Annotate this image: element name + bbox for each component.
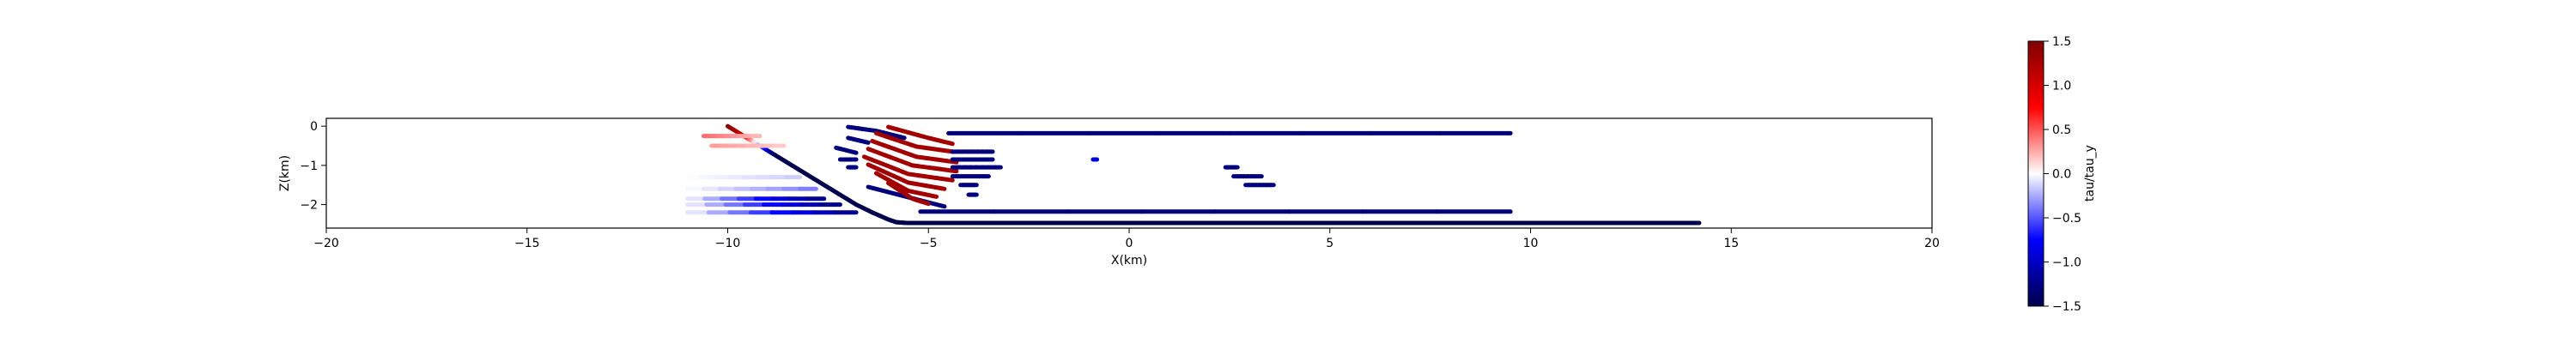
fault-segment-20 [873, 171, 939, 199]
fault-segment-17 [866, 147, 959, 174]
x-tick-label: −10 [715, 237, 741, 250]
fault-segment-19 [866, 162, 947, 191]
fault-point [938, 185, 947, 191]
x-tick-label: 10 [1523, 237, 1539, 250]
x-tick-label: 5 [1326, 237, 1334, 250]
x-tick-label: −5 [920, 237, 938, 250]
fault-point [933, 202, 947, 209]
x-axis-label: X(km) [1111, 254, 1147, 268]
colorbar-tick-label: 1.5 [2052, 35, 2071, 49]
fault-point [949, 168, 959, 174]
data-marks [685, 123, 1702, 226]
fault-segment-21 [886, 180, 931, 207]
fault-segment-10 [834, 145, 859, 155]
fault-segment-15 [873, 130, 955, 154]
fault-point [931, 194, 939, 199]
colorbar-tick-label: 0.0 [2052, 168, 2071, 182]
fault-point [863, 140, 871, 145]
x-axis-ticks: −20 −15 −10 −5 0 5 10 15 20 [313, 228, 1940, 250]
x-tick-label: −15 [514, 237, 540, 250]
y-axis-label: Z(km) [278, 155, 292, 191]
x-tick-label: 15 [1723, 237, 1739, 250]
y-tick-label: 0 [310, 120, 318, 134]
colorbar-tick-label: −1.0 [2052, 256, 2081, 270]
fault-point [898, 135, 907, 141]
y-tick-label: −2 [300, 199, 318, 213]
fault-point [924, 201, 931, 207]
y-axis-ticks: 0 −1 −2 [300, 120, 326, 213]
colorbar-label: tau/tau_y [2083, 145, 2097, 202]
fault-point [851, 149, 859, 155]
x-tick-label: −20 [313, 237, 339, 250]
fault-segment-8 [846, 124, 907, 141]
x-tick-label: 0 [1126, 237, 1133, 250]
colorbar-tick-label: −1.5 [2052, 300, 2081, 314]
colorbar-ticks: 1.5 1.0 0.5 0.0 −0.5 −1.0 −1.5 [2044, 35, 2081, 314]
x-tick-label: 20 [1924, 237, 1940, 250]
fault-point [949, 159, 959, 165]
y-tick-label: −1 [300, 159, 318, 173]
fault-point [947, 141, 955, 147]
colorbar-tick-label: 0.5 [2052, 123, 2071, 137]
colorbar: 1.5 1.0 0.5 0.0 −0.5 −1.0 −1.5 tau/tau_y [2027, 35, 2097, 314]
colorbar-gradient [2027, 40, 2044, 307]
fault-segment-18 [861, 154, 955, 183]
fault-point [945, 177, 955, 183]
colorbar-tick-label: 1.0 [2052, 80, 2071, 93]
fault-segment-16 [870, 139, 959, 165]
fault-segment-14 [886, 124, 955, 147]
fault-segment-9 [846, 135, 871, 145]
colorbar-tick-label: −0.5 [2052, 212, 2081, 226]
plot-area: −20 −15 −10 −5 0 5 10 15 20 0 −1 −2 X(km) Z(km) [278, 117, 1940, 268]
